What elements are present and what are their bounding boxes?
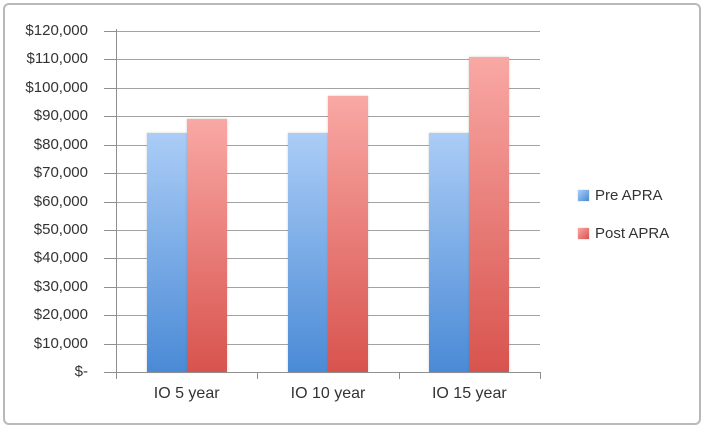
- y-axis-tick-label: $120,000: [25, 22, 88, 39]
- bar-pre-apra: [146, 133, 187, 372]
- y-axis-tick: [104, 201, 116, 203]
- bar-post-apra: [328, 96, 368, 372]
- legend-swatch-post-apra: [578, 227, 589, 239]
- y-axis-tick-label: $50,000: [33, 220, 88, 238]
- legend-entry-pre-apra: Pre APRA: [578, 186, 663, 204]
- legend-label-pre-apra: Pre APRA: [595, 186, 663, 204]
- x-axis-category-label: IO 10 year: [290, 385, 366, 402]
- y-axis-tick: [104, 31, 116, 32]
- x-axis-tick: [540, 372, 541, 379]
- y-axis-tick-label: $60,000: [33, 192, 88, 210]
- bar-pre-apra: [288, 133, 328, 372]
- y-axis-tick: [104, 229, 116, 231]
- y-axis-tick: [104, 315, 116, 317]
- bar-post-apra: [469, 56, 510, 372]
- bar-pre-apra: [429, 133, 470, 372]
- y-axis-tick-label: $30,000: [33, 277, 88, 295]
- y-axis-tick-label: $80,000: [33, 135, 88, 153]
- y-axis-tick: [104, 144, 116, 146]
- y-axis-tick-label: $90,000: [33, 107, 88, 125]
- y-axis-line: [116, 29, 117, 372]
- legend-entry-post-apra: Post APRA: [578, 224, 669, 242]
- y-axis-tick-label: $70,000: [33, 164, 88, 182]
- x-axis-category-label: IO 15 year: [431, 385, 507, 402]
- x-axis-tick: [398, 372, 400, 379]
- y-axis-tick: [104, 286, 116, 288]
- y-axis-tick: [104, 258, 116, 260]
- y-axis-tick: [104, 372, 116, 373]
- x-axis-tick: [257, 372, 259, 379]
- y-axis-tick: [104, 343, 116, 345]
- legend-label-post-apra: Post APRA: [595, 224, 670, 242]
- y-axis-tick-label: $-: [74, 363, 88, 380]
- y-axis-tick: [104, 116, 116, 118]
- x-axis-tick: [116, 372, 117, 379]
- y-axis-tick: [104, 87, 116, 89]
- x-axis-category-label: IO 5 year: [153, 385, 220, 402]
- y-axis-tick-label: $100,000: [25, 78, 88, 96]
- legend-swatch-pre-apra: [578, 189, 589, 201]
- gridline: [116, 31, 540, 32]
- y-axis-tick-label: $110,000: [26, 50, 88, 68]
- y-axis-tick-label: $40,000: [33, 249, 88, 267]
- y-axis-tick: [104, 59, 116, 61]
- gridline: [116, 87, 540, 89]
- gridline: [116, 59, 540, 61]
- y-axis-tick-label: $10,000: [33, 334, 88, 352]
- bar-post-apra: [186, 119, 227, 372]
- x-axis-line: [116, 372, 540, 373]
- y-axis-tick: [104, 173, 116, 175]
- y-axis-tick-label: $20,000: [33, 306, 88, 324]
